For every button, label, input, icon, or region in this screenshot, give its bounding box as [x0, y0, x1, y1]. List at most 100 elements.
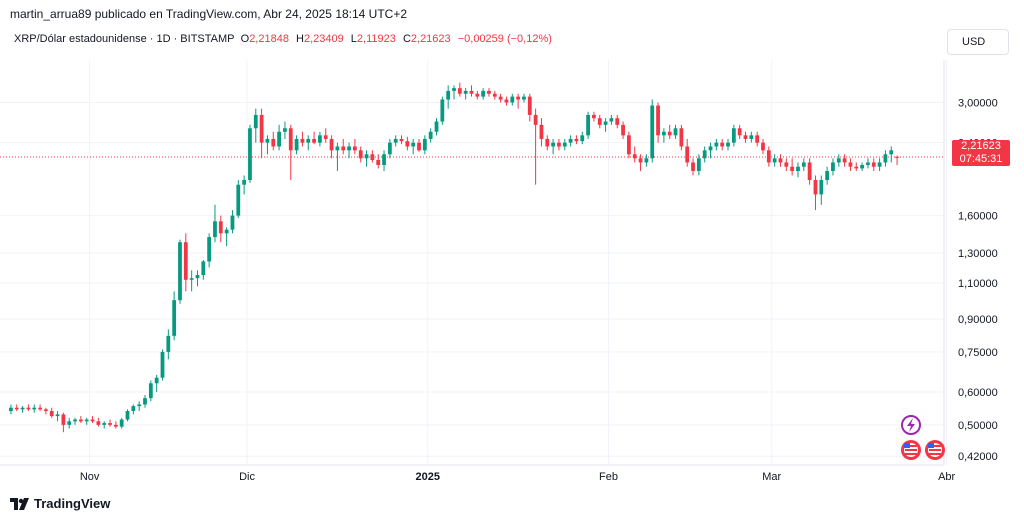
candle-body: [726, 142, 730, 147]
price-tick-label: 0,50000: [958, 420, 998, 432]
candle: [236, 180, 241, 218]
candle-body: [189, 278, 194, 280]
candle: [696, 154, 701, 176]
candle-body: [73, 419, 77, 422]
candle-body: [731, 128, 736, 143]
candle: [848, 158, 853, 172]
candle: [545, 135, 550, 151]
candle: [335, 142, 340, 172]
candle: [889, 146, 894, 163]
currency-button[interactable]: USD: [947, 29, 1009, 55]
candle: [306, 135, 311, 151]
us-flag-icon[interactable]: [901, 440, 921, 460]
candle: [446, 85, 451, 109]
candle: [213, 204, 217, 243]
last-price-value: 2,21623: [961, 140, 1001, 152]
candle-body: [691, 162, 695, 172]
candle: [661, 128, 666, 143]
close-value: 2,21623: [410, 33, 451, 45]
candle: [154, 374, 159, 393]
candle: [597, 114, 602, 129]
candle-body: [831, 162, 835, 172]
candle-body: [452, 88, 456, 91]
candle-body: [119, 419, 124, 427]
candle-body: [393, 138, 398, 143]
candle-body: [866, 162, 870, 165]
candle: [224, 227, 229, 247]
candle: [265, 135, 270, 155]
candle: [481, 88, 486, 100]
time-tick-label: Mar: [762, 471, 781, 483]
candle: [125, 409, 130, 422]
lightning-icon[interactable]: [901, 415, 921, 435]
symbol-name[interactable]: XRP/Dólar estadounidense · 1D · BITSTAMP: [14, 33, 235, 45]
candle-body: [201, 261, 206, 276]
candle: [866, 158, 870, 169]
candle-body: [224, 229, 229, 234]
candle: [731, 124, 736, 147]
candle-body: [860, 164, 864, 169]
candle-body: [102, 423, 107, 425]
candle-body: [819, 180, 824, 195]
candle: [504, 96, 509, 106]
candle: [160, 349, 165, 381]
candle-body: [370, 154, 375, 160]
candle: [452, 85, 456, 100]
time-axis: NovDic2025FebMarAbrMay: [80, 471, 956, 483]
candle-body: [44, 409, 48, 412]
candle: [772, 154, 777, 167]
candle: [638, 154, 643, 172]
candle-body: [516, 96, 521, 100]
candle: [784, 158, 789, 172]
candle-body: [347, 146, 351, 151]
candle-body: [288, 128, 293, 151]
candle-body: [434, 121, 439, 132]
candle: [510, 93, 515, 106]
candle: [615, 114, 620, 129]
candle: [90, 416, 95, 424]
candle: [78, 416, 83, 424]
candle: [796, 162, 800, 178]
high-label: H: [296, 33, 304, 45]
candle: [172, 291, 177, 341]
candle-body: [766, 150, 771, 163]
candle-body: [784, 162, 789, 167]
candle-body: [632, 154, 637, 159]
candle-body: [545, 138, 550, 147]
candle-body: [463, 90, 468, 94]
candle-body: [708, 146, 713, 151]
us-flag-icon[interactable]: [925, 440, 945, 460]
candle: [283, 121, 287, 139]
candle-body: [440, 99, 445, 122]
candle-body: [656, 105, 660, 136]
candle: [312, 131, 316, 145]
candle: [422, 135, 427, 155]
candle-body: [481, 90, 486, 97]
candle: [323, 128, 328, 143]
candle: [440, 96, 445, 125]
candle-body: [644, 158, 649, 163]
candle-body: [61, 414, 66, 425]
candle: [592, 111, 596, 122]
candle: [55, 411, 60, 422]
candle-body: [125, 411, 130, 420]
candle-body: [96, 421, 101, 425]
candle: [778, 154, 783, 167]
candle: [143, 395, 147, 408]
candle: [457, 82, 462, 97]
candle-body: [457, 88, 462, 94]
candle-body: [685, 146, 690, 163]
candle-body: [487, 90, 491, 94]
candle: [26, 404, 31, 412]
change-value: −0,00259 (−0,12%): [457, 33, 552, 45]
bar-countdown: 07:45:31: [959, 153, 1003, 165]
candle: [382, 150, 386, 172]
candle-body: [492, 93, 497, 97]
price-tick-label: 0,60000: [958, 387, 998, 399]
candle: [557, 138, 561, 151]
candle-body: [218, 221, 223, 234]
candle-body: [259, 114, 264, 143]
tradingview-footer[interactable]: TradingView: [10, 496, 110, 511]
candle: [428, 128, 433, 143]
